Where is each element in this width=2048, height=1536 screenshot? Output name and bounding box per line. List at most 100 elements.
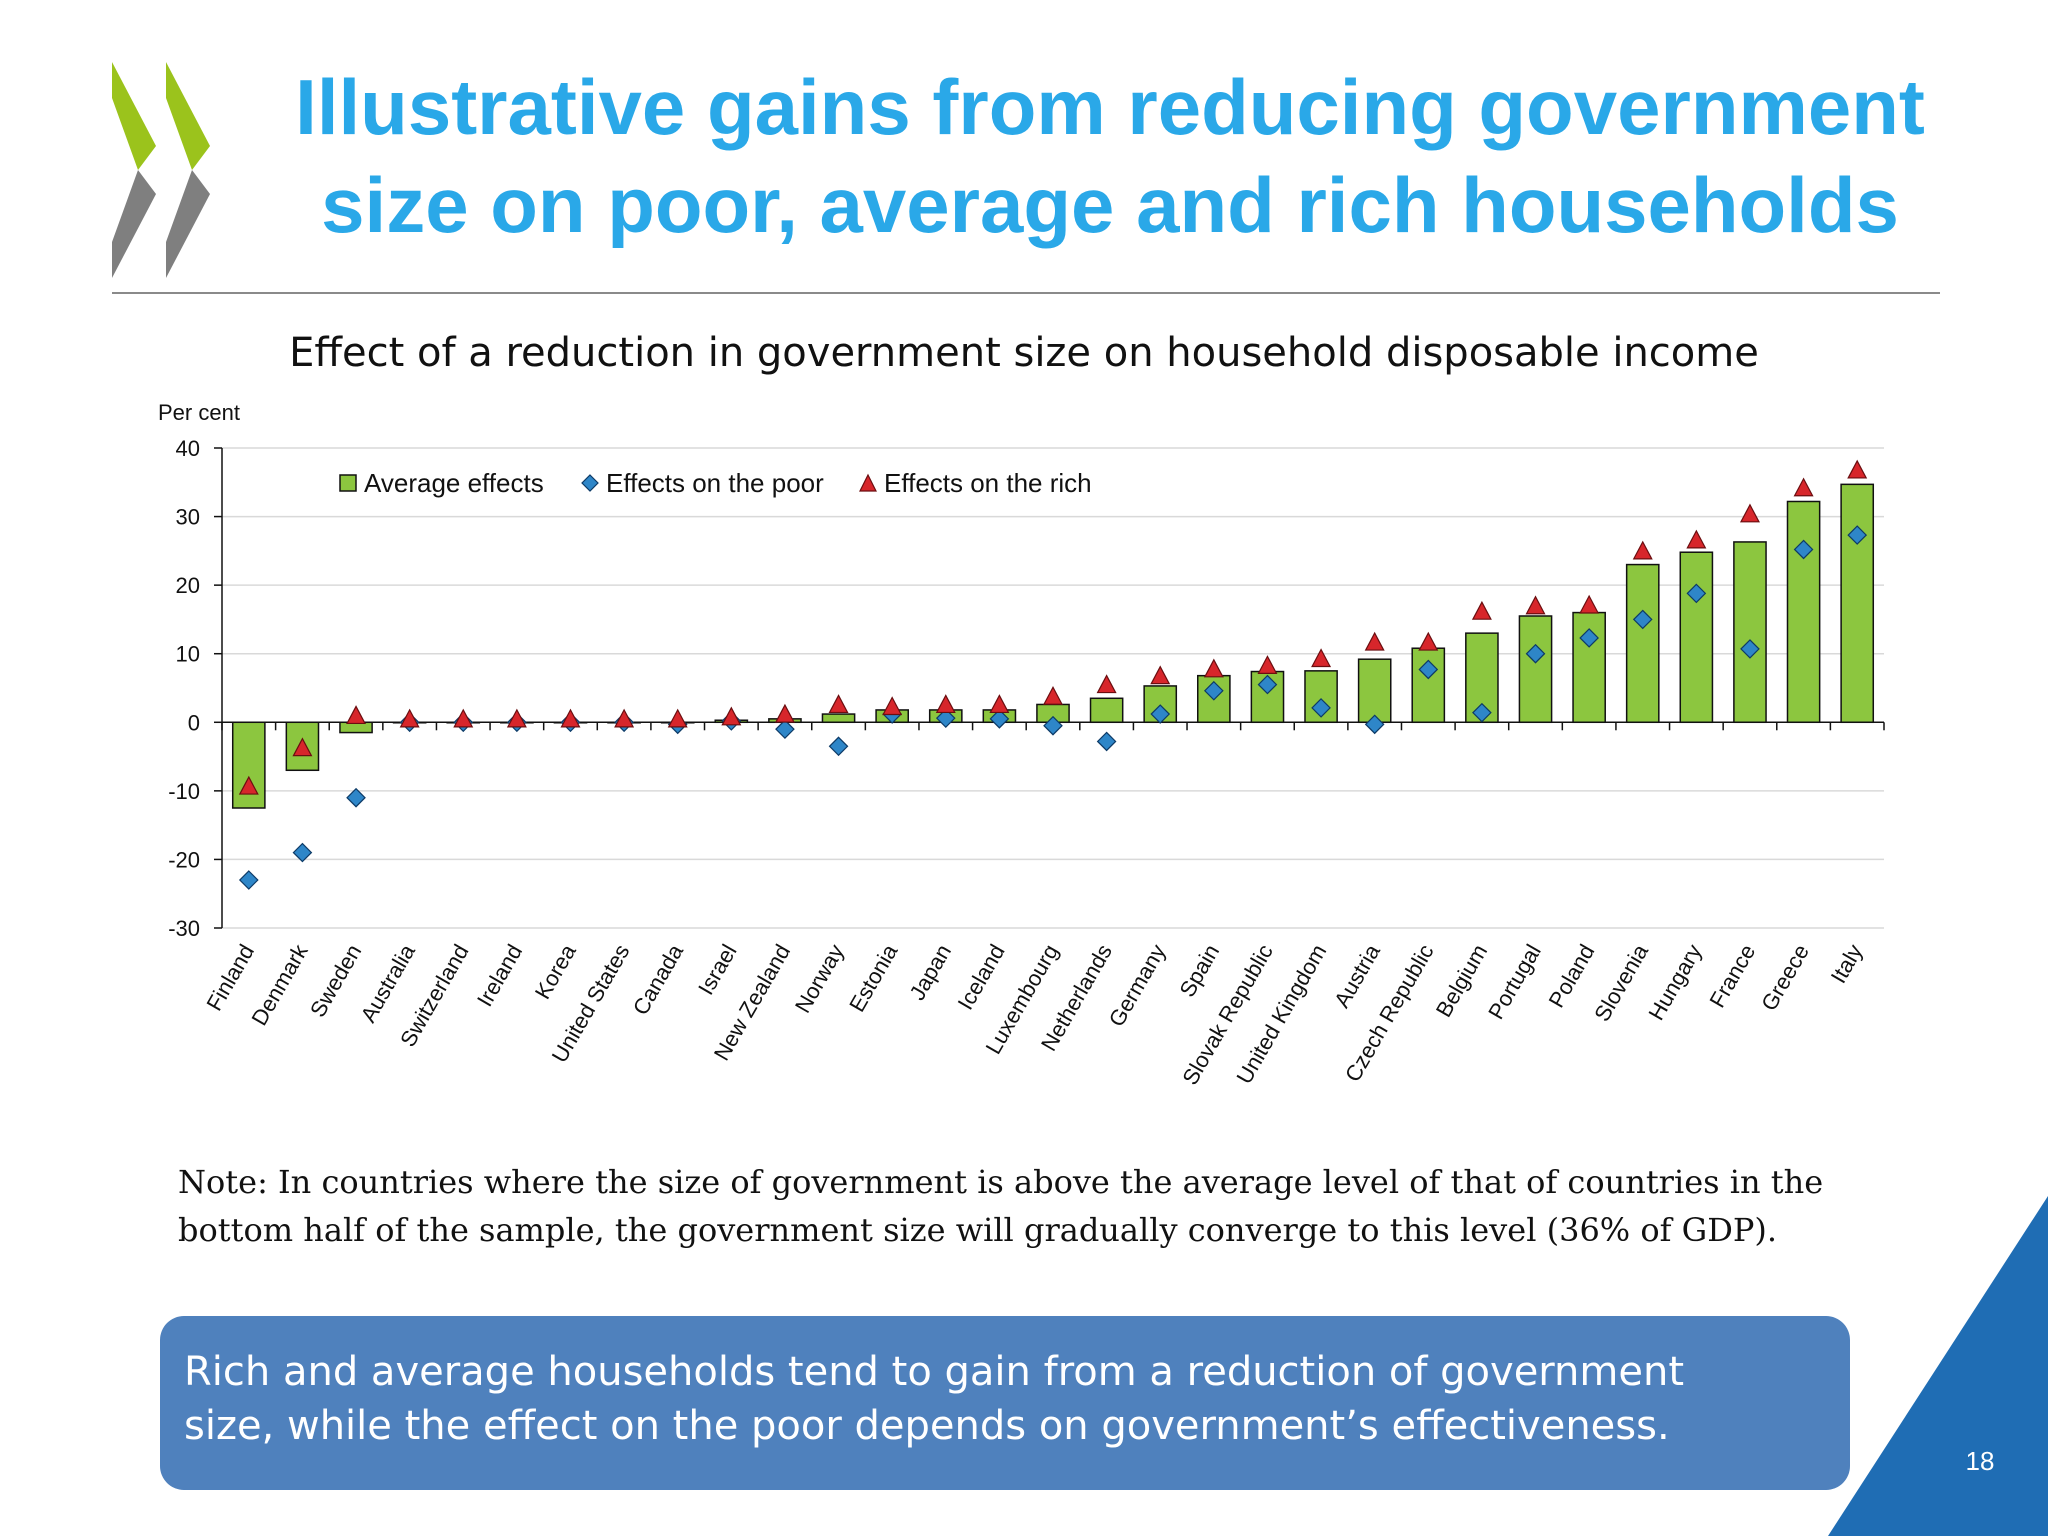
- slide-title: Illustrative gains from reducing governm…: [230, 58, 1990, 254]
- marker-effect-poor: [1418, 659, 1439, 680]
- y-tick-label: -20: [168, 847, 200, 872]
- legend-swatch-diamond: [581, 474, 599, 492]
- marker-effect-rich: [292, 737, 313, 757]
- legend-item: Effects on the poor: [581, 468, 824, 498]
- y-tick-label: -30: [168, 916, 200, 941]
- x-category-label: Spain: [1174, 940, 1224, 1001]
- marker-effect-rich: [935, 694, 956, 714]
- bar-average-effect: [1679, 551, 1714, 724]
- marker-effect-rich: [774, 703, 795, 723]
- x-category-label: Finland: [201, 940, 259, 1015]
- marker-effect-poor: [989, 709, 1010, 729]
- marker-effect-poor: [1257, 674, 1278, 695]
- legend-label: Effects on the poor: [606, 468, 824, 498]
- marker-effect-rich: [1043, 685, 1063, 705]
- marker-effect-rich: [1096, 674, 1117, 694]
- bar-average-effect: [1786, 500, 1821, 724]
- logo-chevron-right-green: [166, 62, 210, 170]
- x-category-label: Israel: [693, 940, 742, 999]
- corner-decoration: [1828, 1196, 2048, 1536]
- marker-effect-rich: [614, 708, 635, 728]
- x-category-label: Japan: [904, 940, 956, 1004]
- marker-effect-poor: [1632, 609, 1653, 630]
- marker-effect-rich: [1632, 540, 1653, 560]
- marker-effect-rich: [1847, 459, 1868, 479]
- x-category-label: France: [1704, 940, 1760, 1012]
- bar-average-effect: [821, 713, 856, 724]
- y-tick-label: 20: [176, 573, 200, 598]
- marker-effect-rich: [453, 708, 474, 728]
- marker-effect-rich: [560, 708, 581, 728]
- marker-series: [238, 459, 1868, 890]
- marker-effect-poor: [935, 708, 956, 729]
- marker-effect-poor: [1364, 714, 1385, 735]
- logo-chevron-left-green: [112, 62, 156, 170]
- legend-swatch-bar: [339, 474, 357, 492]
- page-number: 18: [1965, 1446, 1995, 1476]
- bar-average-effect: [1733, 541, 1767, 724]
- marker-effect-rich: [1793, 477, 1814, 497]
- bar-average-effect: [1089, 697, 1124, 724]
- bar-average-effect: [1840, 483, 1875, 724]
- marker-effect-rich: [1418, 631, 1439, 651]
- marker-effect-poor: [1096, 731, 1117, 752]
- marker-effect-rich: [1525, 595, 1546, 615]
- bar-series: [231, 483, 1875, 809]
- grid-lines: [222, 447, 1884, 929]
- x-category-label: Greece: [1756, 940, 1814, 1015]
- marker-effect-rich: [238, 775, 259, 795]
- chart-note: Note: In countries where the size of gov…: [178, 1158, 1898, 1254]
- x-category-label: Belgium: [1431, 940, 1492, 1021]
- axis-labels: 403020100-10-20-30FinlandDenmarkSwedenAu…: [168, 436, 1867, 1089]
- marker-effect-rich: [1579, 594, 1600, 614]
- marker-effect-poor: [1579, 628, 1599, 648]
- marker-effect-rich: [1471, 600, 1492, 620]
- marker-effect-poor: [346, 787, 366, 808]
- x-category-label: Iceland: [953, 940, 1010, 1014]
- x-category-label: Canada: [628, 939, 689, 1019]
- marker-effect-poor: [238, 870, 259, 890]
- marker-effect-rich: [1150, 665, 1171, 685]
- marker-effect-rich: [346, 705, 367, 725]
- marker-effect-poor: [292, 842, 313, 863]
- y-axis-label: Per cent: [158, 400, 240, 425]
- note-line-2: bottom half of the sample, the governmen…: [178, 1211, 1778, 1249]
- bar-average-effect: [231, 721, 266, 809]
- legend-label: Average effects: [364, 468, 544, 498]
- marker-effect-poor: [1311, 698, 1331, 718]
- y-tick-label: 0: [188, 710, 200, 735]
- bar-average-effect: [1625, 563, 1660, 724]
- x-category-label: Italy: [1826, 940, 1868, 987]
- x-category-label: Korea: [530, 939, 581, 1003]
- x-category-label: Sweden: [305, 940, 366, 1021]
- marker-effect-poor: [1793, 539, 1814, 560]
- marker-effect-rich: [989, 694, 1010, 714]
- bar-average-effect: [1357, 658, 1392, 724]
- legend-item: Average effects: [339, 468, 544, 498]
- marker-effect-poor: [1740, 639, 1760, 659]
- marker-effect-rich: [399, 708, 420, 728]
- chart-title: Effect of a reduction in government size…: [289, 330, 1759, 376]
- marker-effect-rich: [882, 696, 903, 716]
- marker-effect-poor: [1847, 525, 1868, 545]
- x-category-label: Estonia: [844, 939, 903, 1016]
- x-category-label: Austria: [1329, 939, 1385, 1011]
- marker-effect-rich: [721, 706, 742, 726]
- marker-effect-poor: [1150, 704, 1171, 724]
- marker-effect-poor: [1203, 680, 1224, 701]
- marker-effect-rich: [1311, 648, 1332, 668]
- marker-effect-rich: [1203, 658, 1224, 678]
- x-category-label: Poland: [1544, 940, 1600, 1012]
- bar-average-effect: [1518, 615, 1553, 724]
- bar-average-effect: [1411, 647, 1446, 724]
- key-message-line-2: size, while the effect on the poor depen…: [184, 1403, 1670, 1449]
- slide-title-line-2: size on poor, average and rich household…: [321, 161, 1899, 249]
- marker-effect-rich: [667, 708, 688, 728]
- y-tick-label: 30: [176, 505, 200, 530]
- marker-effect-rich: [828, 694, 849, 714]
- marker-effect-rich: [1739, 503, 1760, 523]
- marker-effect-poor: [1043, 715, 1063, 736]
- marker-effect-rich: [1257, 655, 1278, 674]
- marker-effect-poor: [775, 719, 795, 739]
- key-message-text: Rich and average households tend to gain…: [184, 1345, 1824, 1453]
